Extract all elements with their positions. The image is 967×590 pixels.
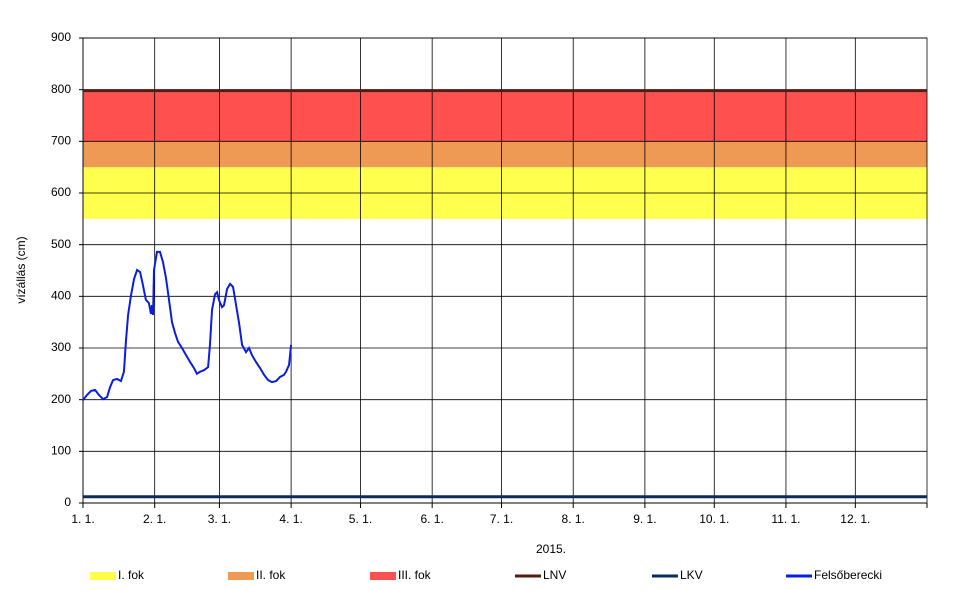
y-tick-label: 600 [51,185,71,199]
legend-swatch [370,572,396,580]
x-tick-label: 3. 1. [208,512,231,526]
legend-label: LKV [680,568,703,582]
x-tick-label: 7. 1. [490,512,513,526]
legend-swatch [228,572,254,580]
x-tick-label: 11. 1. [771,512,800,526]
y-axis-title: vízállás (cm) [14,236,28,303]
x-tick-label: 5. 1. [349,512,372,526]
alert-band [83,92,927,142]
x-tick-label: 2. 1. [143,512,166,526]
alert-band [83,141,927,168]
legend-label: Felsőberecki [814,568,882,582]
legend-label: I. fok [118,568,145,582]
x-tick-label: 9. 1. [633,512,656,526]
legend-label: III. fok [398,568,432,582]
y-tick-label: 300 [51,340,71,354]
y-tick-label: 200 [51,392,71,406]
legend-label: II. fok [256,568,286,582]
x-axis-title: 2015. [536,542,566,556]
y-tick-label: 0 [64,495,71,509]
series-line [82,250,293,401]
legend-swatch [90,572,116,580]
y-tick-label: 900 [51,30,71,44]
x-tick-label: 10. 1. [699,512,729,526]
x-tick-label: 6. 1. [420,512,443,526]
y-tick-label: 500 [51,237,71,251]
y-tick-label: 800 [51,82,71,96]
x-tick-label: 4. 1. [279,512,302,526]
x-tick-label: 8. 1. [562,512,585,526]
y-tick-label: 100 [51,444,71,458]
x-tick-label: 12. 1. [840,512,870,526]
y-tick-label: 400 [51,289,71,303]
legend-label: LNV [543,568,566,582]
x-tick-label: 1. 1. [71,512,94,526]
y-tick-label: 700 [51,134,71,148]
